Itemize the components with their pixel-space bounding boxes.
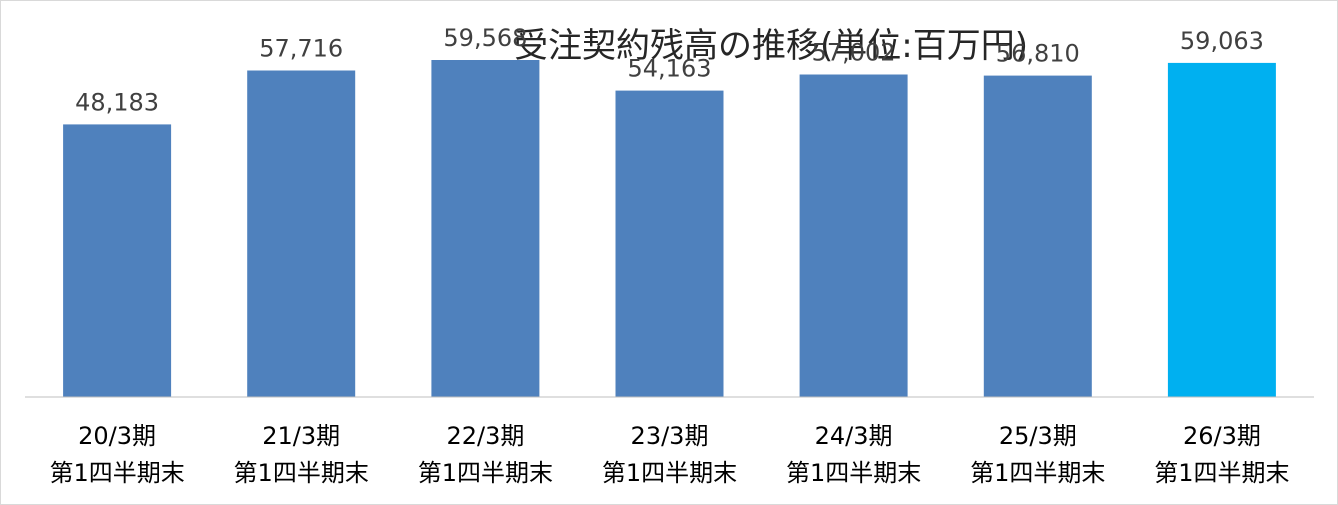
bar-6: [983, 75, 1092, 397]
category-label-7-line-1: 26/3期: [1183, 422, 1261, 450]
bar-7: [1167, 62, 1276, 398]
category-label-5-line-2: 第1四半期末: [786, 459, 921, 487]
bar-1: [63, 124, 172, 398]
category-label-4-line-2: 第1四半期末: [602, 459, 737, 487]
data-label-2: 57,716: [259, 35, 343, 63]
chart-title: 受注契約残高の推移(単位:百万円): [514, 26, 1028, 66]
category-label-1-line-2: 第1四半期末: [49, 459, 184, 487]
data-label-6: 56,810: [996, 40, 1080, 68]
category-label-1-line-1: 20/3期: [78, 422, 156, 450]
bar-4: [615, 90, 724, 397]
category-label-3-line-1: 22/3期: [446, 422, 524, 450]
data-labels-layer: 48,183 57,716 59,568 54,163 57,002 56,810 59,0…: [75, 24, 1264, 116]
data-label-3: 59,568: [443, 24, 527, 52]
data-label-5: 57,002: [812, 39, 896, 67]
bar-3: [431, 60, 540, 397]
data-label-1: 48,183: [75, 88, 159, 116]
category-label-2-line-1: 21/3期: [262, 422, 340, 450]
category-label-3-line-2: 第1四半期末: [418, 459, 553, 487]
category-label-4-line-1: 23/3期: [631, 422, 709, 450]
data-label-7: 59,063: [1180, 27, 1264, 55]
category-label-6-line-1: 25/3期: [999, 422, 1077, 450]
bar-5: [799, 74, 908, 397]
bar-2: [247, 70, 356, 397]
category-label-6-line-2: 第1四半期末: [970, 459, 1105, 487]
category-label-7-line-2: 第1四半期末: [1154, 459, 1289, 487]
category-label-2-line-2: 第1四半期末: [234, 459, 369, 487]
data-label-4: 54,163: [628, 55, 712, 83]
category-label-5-line-1: 24/3期: [815, 422, 893, 450]
bars-layer: [63, 60, 1276, 398]
